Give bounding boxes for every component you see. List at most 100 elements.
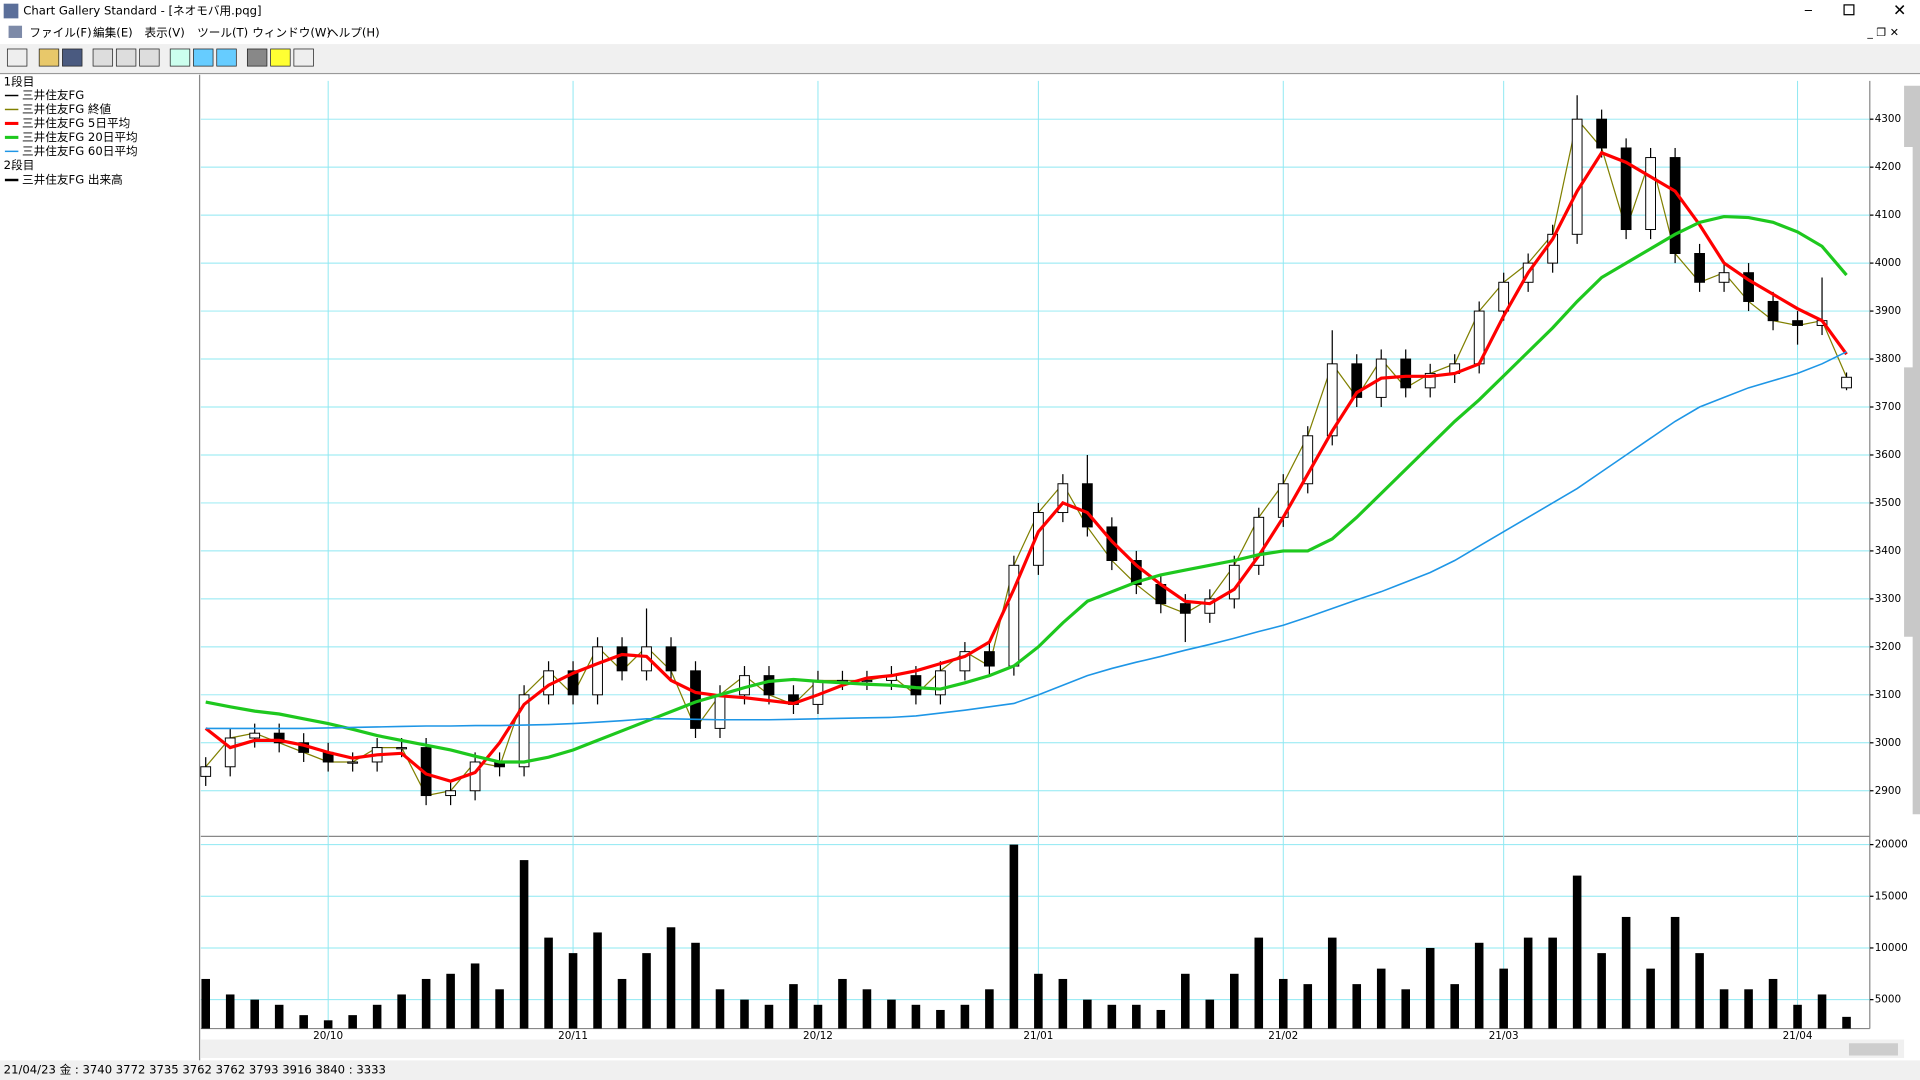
menu-item[interactable]: ツール(T) (197, 26, 248, 40)
volume-bar (1303, 984, 1313, 1029)
toolbar (0, 44, 1920, 73)
candle-body (763, 675, 775, 696)
tool-button[interactable] (38, 48, 60, 67)
tool-button[interactable] (270, 48, 291, 67)
legend-label: 三井住友FG 60日平均 (22, 144, 138, 158)
y-tick-label: 3900 (1875, 305, 1901, 317)
doc-icon (8, 25, 23, 38)
volume-bar (348, 1015, 357, 1029)
candle-body (1767, 300, 1779, 322)
minimize-button[interactable]: ─ (1804, 4, 1813, 18)
candle-body (1253, 516, 1265, 566)
volume-bar (470, 963, 480, 1029)
candle-body (1179, 603, 1191, 614)
candle-body (1498, 281, 1510, 312)
legend-label: 三井住友FG 5日平均 (22, 116, 130, 130)
volume-bar (1597, 953, 1606, 1029)
menu-item[interactable]: ウィンドウ(W) (252, 26, 331, 40)
volume-bar (666, 927, 676, 1029)
menu-item[interactable]: ヘルプ(H) (327, 26, 380, 40)
y-tick-label: 4100 (1875, 209, 1901, 221)
candle-body (1302, 435, 1314, 485)
volume-bar (1083, 999, 1092, 1029)
tool-button[interactable] (246, 48, 268, 67)
tool-button[interactable] (6, 48, 28, 67)
candle-body (1596, 118, 1608, 149)
x-tick-label: 20/11 (558, 1030, 588, 1042)
volume-bar (372, 1004, 382, 1029)
volume-bar (740, 999, 749, 1029)
x-tick-label: 21/02 (1268, 1030, 1298, 1042)
h-scrollbar[interactable] (200, 1039, 1905, 1058)
volume-bar (1548, 937, 1557, 1029)
close-button[interactable]: ✕ (1893, 1, 1906, 20)
volume-bar (1058, 978, 1068, 1029)
volume-bar (397, 994, 406, 1029)
volume-bar (544, 937, 553, 1029)
volume-bar (887, 999, 896, 1029)
candle-body (1032, 512, 1044, 566)
volume-bar (838, 978, 847, 1029)
candle-body (1424, 372, 1436, 389)
volume-bar (1695, 953, 1704, 1029)
candle-body (273, 732, 285, 744)
tool-button[interactable] (92, 48, 114, 67)
y-tick-label: 3700 (1875, 401, 1901, 413)
y-tick-label: 3400 (1875, 545, 1901, 557)
candle-body (1620, 147, 1632, 231)
volume-bar (1842, 1016, 1851, 1029)
pane1-label: 1段目 (4, 75, 35, 89)
right-axis (1872, 80, 1905, 1029)
x-tick-label: 21/01 (1023, 1030, 1053, 1042)
tool-button[interactable] (62, 48, 83, 67)
volume-bar (421, 978, 431, 1029)
volume-bar (1817, 994, 1827, 1029)
scroll-thumb[interactable] (1848, 1043, 1898, 1056)
tool-button[interactable] (169, 48, 191, 67)
volume-bar (1278, 978, 1288, 1029)
volume-bar (1474, 942, 1484, 1029)
candle-body (984, 651, 995, 667)
volume-bar (495, 989, 504, 1029)
candle-body (1792, 320, 1803, 326)
mdi-buttons[interactable]: _ ❐ ✕ (1866, 26, 1899, 39)
y-tick-label: 3300 (1875, 593, 1901, 605)
tool-button[interactable] (115, 48, 137, 67)
volume-bar (225, 994, 235, 1029)
menu-item[interactable]: 表示(V) (144, 26, 184, 40)
candle-body (1351, 363, 1363, 398)
y-tick-label: 3200 (1875, 641, 1901, 653)
volume-bar (1156, 1009, 1166, 1029)
candle-body (714, 694, 726, 729)
restore-button[interactable] (1843, 4, 1855, 16)
volume-bar (764, 1004, 774, 1029)
volume-bar (519, 860, 529, 1029)
menu-item[interactable]: 編集(E) (93, 26, 133, 40)
tool-button[interactable] (139, 48, 160, 67)
tool-button[interactable] (293, 48, 314, 67)
y-tick-label: 5000 (1875, 994, 1901, 1006)
y-tick-label: 3800 (1875, 353, 1901, 365)
window-title: Chart Gallery Standard - [ネオモバ用.pqg] (23, 4, 261, 18)
ma-line (204, 150, 1848, 783)
tool-button[interactable] (216, 48, 237, 67)
menu-bar (0, 22, 1920, 43)
candle-body (592, 646, 603, 696)
candle-body (1718, 272, 1730, 283)
candle-body (1841, 376, 1852, 389)
volume-bar (1499, 968, 1508, 1029)
volume-bar (568, 953, 578, 1029)
candle-body (1400, 358, 1412, 389)
menu-item[interactable]: ファイル(F) (29, 26, 91, 40)
candle-body (249, 732, 261, 739)
volume-bar (201, 978, 210, 1029)
candle-body (1057, 483, 1069, 514)
tool-button[interactable] (193, 48, 214, 67)
legend-panel (0, 74, 199, 1061)
volume-bar (911, 1004, 921, 1029)
x-tick-label: 21/04 (1783, 1030, 1813, 1042)
right-scroll[interactable] (1904, 85, 1920, 815)
y-tick-label: 4000 (1875, 257, 1901, 269)
